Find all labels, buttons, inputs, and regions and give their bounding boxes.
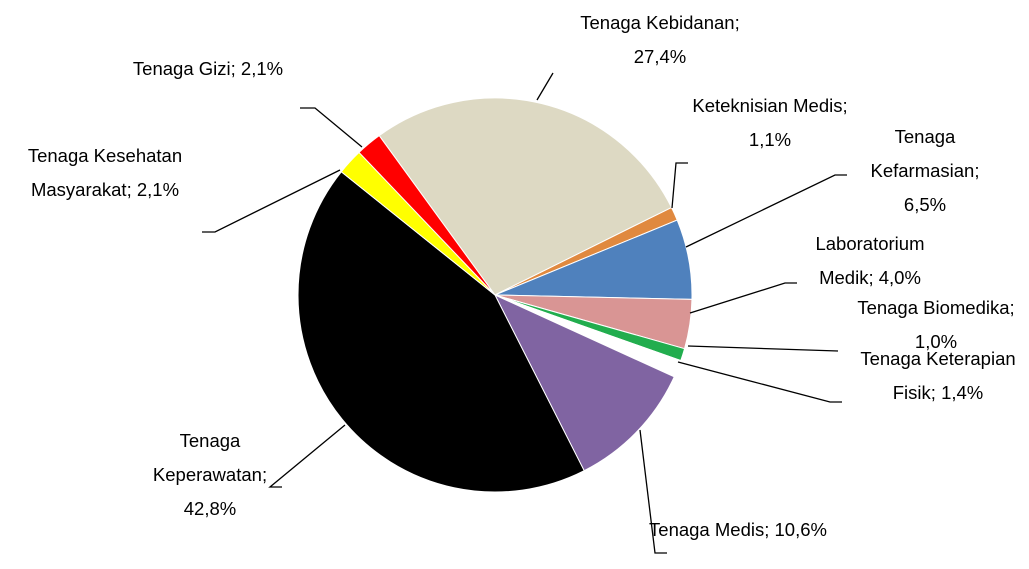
data-label: Tenaga Kesehatan Masyarakat; 2,1% [5, 139, 205, 207]
leader-line [689, 282, 797, 314]
data-label: Tenaga Keperawatan; 42,8% [135, 424, 285, 526]
category-name: Tenaga Kesehatan Masyarakat [27, 145, 183, 200]
leader-line [300, 107, 363, 148]
pie-slice [493, 293, 675, 472]
data-label: Laboratorium Medik; 4,0% [790, 227, 950, 295]
data-label: Tenaga Gizi; 2,1% [88, 52, 328, 86]
label-separator: ; [230, 58, 241, 79]
label-separator: ; [126, 179, 137, 200]
category-name: Tenaga Gizi [132, 58, 231, 79]
label-separator: ; [764, 519, 775, 540]
pie-slice [378, 97, 673, 296]
value-label: 6,5% [903, 194, 947, 215]
data-label: Tenaga Kebidanan; 27,4% [565, 6, 755, 74]
leader-line [202, 169, 341, 233]
leader-line [268, 424, 346, 488]
pie-slice [358, 134, 496, 296]
category-name: Keteknisian Medis [692, 95, 843, 116]
value-label: 4,0% [878, 267, 921, 288]
label-separator: ; [1009, 297, 1020, 318]
value-label: 10,6% [774, 519, 827, 540]
data-label: Tenaga Kefarmasian; 6,5% [850, 120, 1000, 222]
data-label: Tenaga Keterapian Fisik; 1,4% [843, 342, 1029, 410]
leader-line [685, 174, 847, 248]
data-label: Keteknisian Medis; 1,1% [690, 89, 850, 157]
category-name: Tenaga Keperawatan [152, 430, 262, 485]
category-name: Tenaga Medis [649, 519, 765, 540]
label-separator: ; [868, 267, 879, 288]
leader-line [639, 429, 667, 554]
pie-slice [297, 171, 585, 493]
value-label: 2,1% [240, 58, 284, 79]
value-label: 42,8% [183, 498, 237, 519]
leader-line [671, 162, 688, 209]
label-separator: ; [261, 464, 273, 485]
value-label: 1,4% [941, 382, 984, 403]
leader-line [687, 345, 839, 352]
value-label: 1,0% [914, 331, 958, 352]
data-label: Tenaga Biomedika; 1,0% [841, 291, 1029, 359]
category-name: Tenaga Kebidanan [580, 12, 735, 33]
label-separator: ; [930, 382, 942, 403]
value-label: 2,1% [136, 179, 180, 200]
value-label: 27,4% [633, 46, 687, 67]
category-name: Tenaga Keterapian Fisik [860, 348, 1016, 403]
label-separator: ; [842, 95, 853, 116]
value-label: 1,1% [748, 129, 792, 150]
label-separator: ; [734, 12, 745, 33]
leader-line [536, 72, 554, 101]
category-name: Laboratorium Medik [815, 233, 925, 288]
leader-line [677, 361, 842, 403]
category-name: Tenaga Kefarmasian [870, 126, 975, 181]
data-label: Tenaga Medis; 10,6% [648, 513, 828, 547]
label-separator: ; [974, 160, 985, 181]
category-name: Tenaga Biomedika [857, 297, 1010, 318]
